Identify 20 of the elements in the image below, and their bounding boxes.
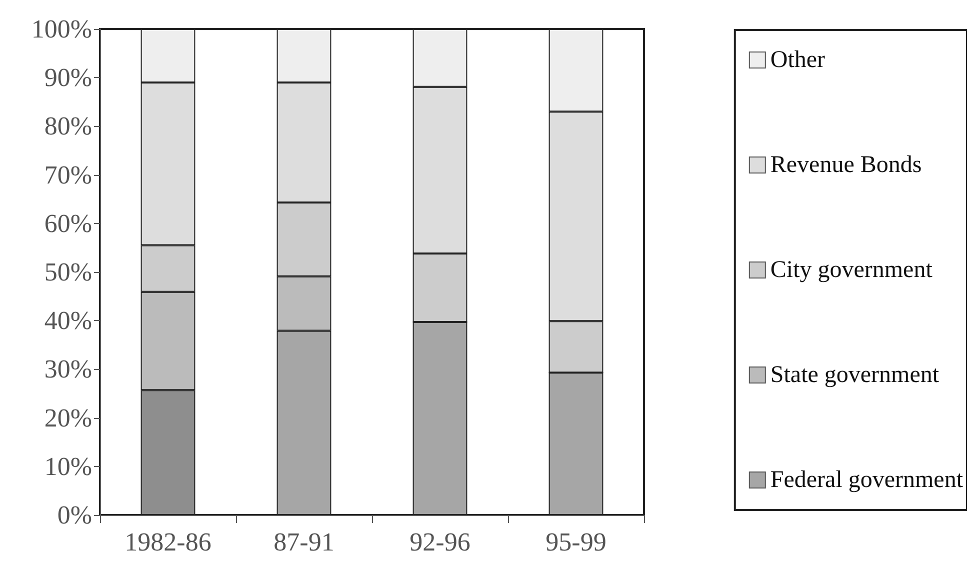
y-tick-label: 0% [57,500,92,530]
legend-label: City government [770,257,933,283]
x-tick-label: 95-99 [546,528,606,556]
x-tick-label: 1982-86 [124,528,212,556]
y-tick-label: 50% [44,258,92,286]
legend-label: Federal government [770,467,964,493]
y-tick-label: 70% [44,160,92,190]
y-tick-label: 80% [44,112,92,141]
legend-label: Revenue Bonds [770,152,922,178]
legend-label: State government [770,362,940,388]
y-tick-label: 60% [44,208,92,238]
y-tick-label: 90% [44,63,92,92]
x-tick-label: 87-91 [274,528,334,556]
y-tick-label: 30% [44,354,92,384]
y-tick-label: 20% [44,403,92,432]
legend-label: Other [770,47,826,73]
y-tick-label: 10% [44,452,92,481]
y-tick-label: 40% [44,306,92,336]
x-tick-label: 92-96 [410,528,470,556]
y-tick-label: 100% [31,14,92,44]
